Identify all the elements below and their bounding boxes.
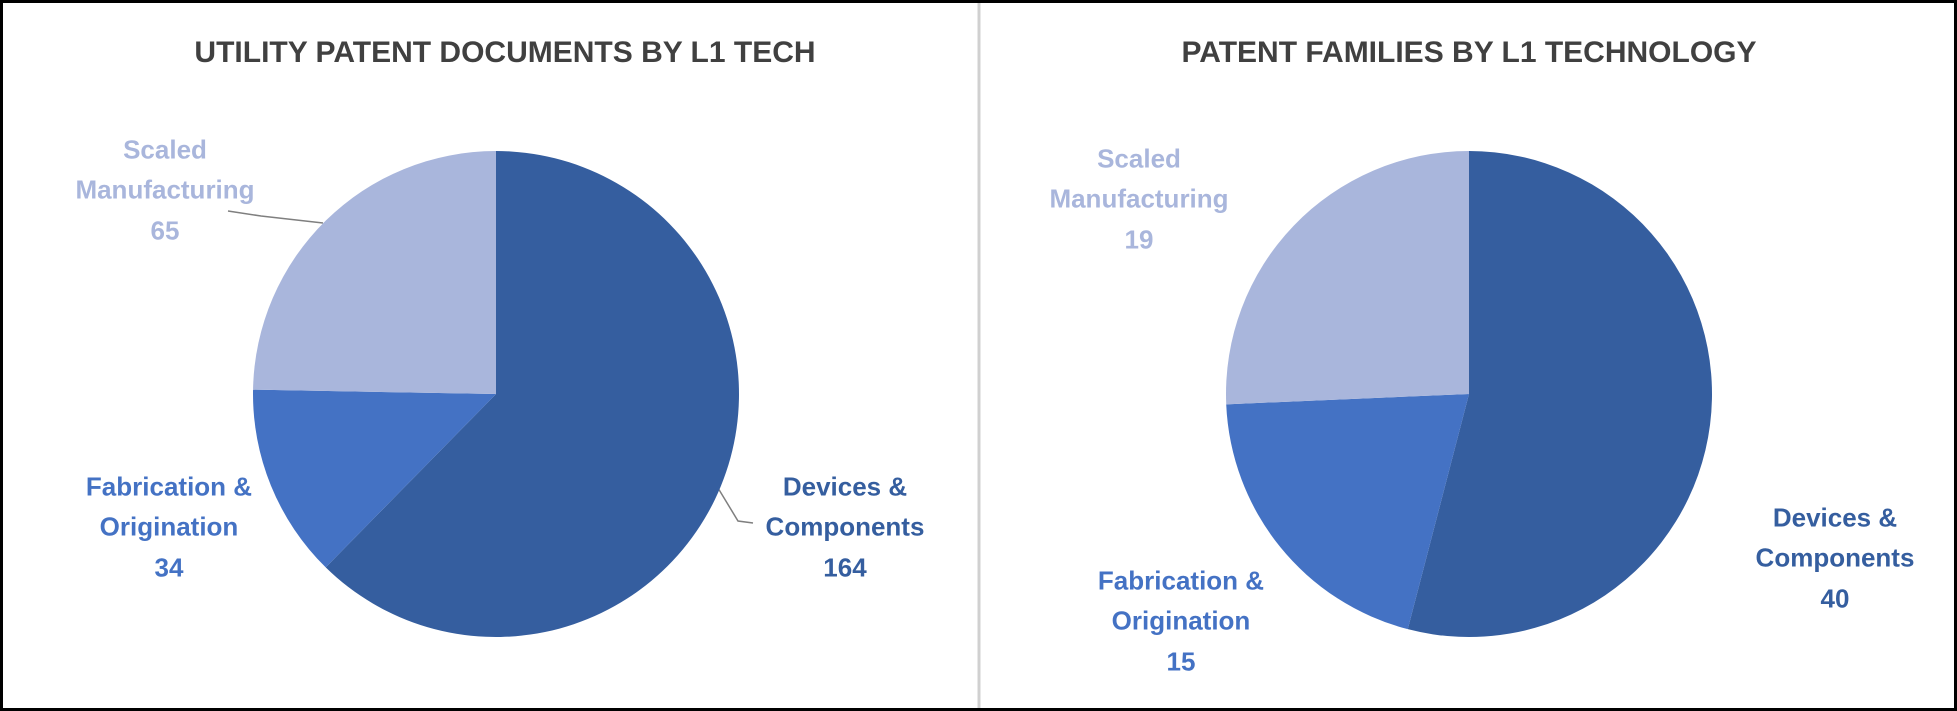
charts xyxy=(3,3,1954,708)
value-label: 65 xyxy=(55,210,275,250)
value-label: 40 xyxy=(1735,578,1935,618)
value-label: 15 xyxy=(1094,641,1269,681)
data-label: Fabrication & Origination15 xyxy=(1094,561,1269,682)
category-label: Scaled Manufacturing xyxy=(1029,139,1249,220)
category-label: Fabrication & Origination xyxy=(82,467,257,548)
category-label: Devices & Components xyxy=(1735,498,1935,579)
data-label: Scaled Manufacturing65 xyxy=(55,130,275,251)
data-label: Fabrication & Origination34 xyxy=(82,467,257,588)
category-label: Scaled Manufacturing xyxy=(55,130,275,211)
data-label: Devices & Components40 xyxy=(1735,498,1935,619)
category-label: Fabrication & Origination xyxy=(1094,561,1269,642)
data-label: Devices & Components164 xyxy=(745,467,945,588)
pie-slice xyxy=(1226,151,1469,404)
value-label: 164 xyxy=(745,547,945,587)
value-label: 34 xyxy=(82,547,257,587)
category-label: Devices & Components xyxy=(745,467,945,548)
value-label: 19 xyxy=(1029,219,1249,259)
data-label: Scaled Manufacturing19 xyxy=(1029,139,1249,260)
chart-title: PATENT FAMILIES BY L1 TECHNOLOGY xyxy=(1181,36,1756,70)
pie-slice xyxy=(253,151,496,394)
chart-title: UTILITY PATENT DOCUMENTS BY L1 TECH xyxy=(194,36,815,70)
